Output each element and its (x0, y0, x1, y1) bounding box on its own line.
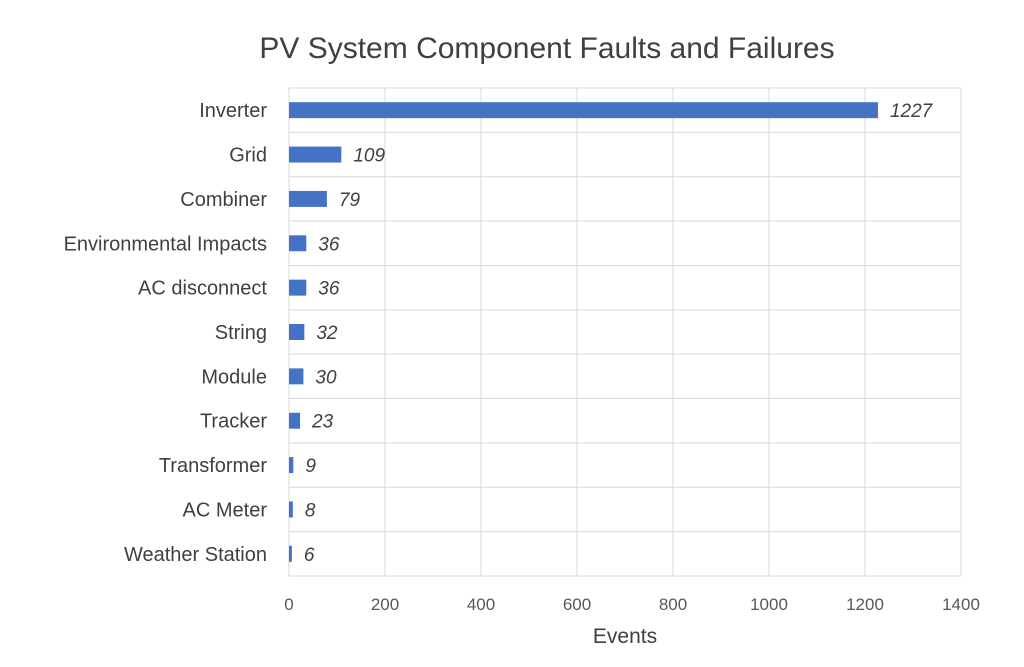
category-label: Tracker (200, 411, 267, 433)
category-label: Transformer (159, 455, 268, 477)
data-label: 23 (311, 412, 334, 433)
data-label: 8 (305, 500, 316, 521)
category-label: String (215, 322, 267, 344)
data-label: 109 (353, 146, 385, 167)
data-label: 6 (304, 545, 315, 566)
x-axis-title: Events (593, 625, 657, 648)
bar-weather-station (289, 545, 292, 562)
bar-ac-disconnect (289, 279, 307, 296)
x-tick-label: 400 (467, 595, 495, 614)
data-label: 1227 (890, 101, 934, 122)
bar-inverter (289, 102, 878, 119)
x-tick-label: 800 (659, 595, 687, 614)
bar-grid (289, 146, 342, 163)
bar-module (289, 368, 304, 385)
bars (289, 102, 878, 562)
x-tick-label: 600 (563, 595, 591, 614)
category-label: Grid (229, 145, 267, 167)
category-label: Module (201, 366, 267, 388)
data-label: 30 (315, 367, 337, 388)
data-labels: 1227 109 79 36 36 32 30 23 9 8 6 (304, 101, 934, 566)
data-label: 36 (318, 234, 340, 255)
bar-string (289, 324, 305, 340)
x-tick-label: 1000 (750, 595, 788, 614)
category-label: Environmental Impacts (64, 233, 267, 255)
category-labels: Inverter Grid Combiner Environmental Impact… (64, 100, 268, 566)
bar-ac-meter (289, 501, 293, 518)
data-label: 36 (318, 279, 340, 300)
gridlines (288, 88, 962, 576)
category-label: AC disconnect (138, 278, 267, 300)
data-label: 79 (339, 190, 361, 211)
plot-area-frame (288, 87, 962, 577)
x-tick-label: 1400 (942, 595, 980, 614)
bar-tracker (289, 412, 301, 429)
category-label: Combiner (180, 189, 267, 211)
data-label: 32 (316, 323, 338, 344)
x-tick-labels: 0 200 400 600 800 1000 1200 1400 (284, 595, 980, 614)
x-tick-label: 0 (284, 595, 293, 614)
category-label: Inverter (199, 100, 267, 122)
data-label: 9 (305, 456, 316, 477)
bar-transformer (289, 457, 294, 474)
category-label: Weather Station (124, 544, 267, 566)
bar-environmental-impacts (289, 235, 307, 252)
chart-title: PV System Component Faults and Failures (259, 32, 834, 65)
x-tick-label: 200 (371, 595, 399, 614)
category-label: AC Meter (183, 499, 268, 521)
x-tick-label: 1200 (846, 595, 884, 614)
bar-combiner (289, 190, 327, 207)
